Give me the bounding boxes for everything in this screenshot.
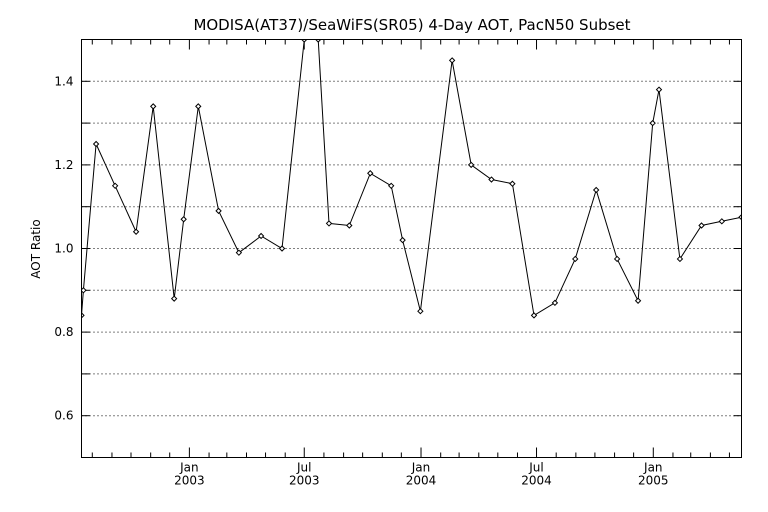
- data-point: [676, 255, 684, 263]
- data-point: [132, 228, 140, 235]
- x-tick-label-month: Jan: [411, 461, 431, 475]
- data-point: [718, 218, 726, 225]
- x-tick-label-month: Jan: [179, 461, 199, 475]
- series-line: [81, 39, 742, 317]
- x-tick-label-year: 2004: [406, 474, 437, 488]
- x-tick-label-year: 2004: [521, 474, 552, 488]
- data-point: [387, 182, 395, 190]
- data-point: [467, 161, 475, 169]
- data-point: [572, 255, 579, 263]
- data-point: [195, 103, 202, 110]
- y-tick-label: 1.0: [54, 242, 73, 256]
- y-tick-label: 1.4: [54, 74, 73, 88]
- data-point: [399, 236, 406, 244]
- data-point: [649, 119, 656, 127]
- y-tick-label: 0.6: [54, 409, 73, 423]
- x-tick-label-month: Jul: [296, 461, 311, 475]
- axis-ticks: 0.60.81.01.21.4Jan2003Jul2003Jan2004Jul2…: [54, 39, 742, 488]
- data-point: [170, 295, 178, 302]
- x-tick-label-year: 2003: [289, 474, 320, 488]
- data-point: [301, 39, 308, 43]
- chart-title: MODISA(AT37)/SeaWiFS(SR05) 4-Day AOT, Pa…: [193, 16, 630, 34]
- data-point: [738, 213, 742, 221]
- data-point: [367, 170, 374, 177]
- data-point: [235, 249, 243, 256]
- data-point: [215, 207, 222, 215]
- x-tick-label-year: 2003: [174, 474, 205, 488]
- data-point: [92, 140, 100, 148]
- x-tick-label-month: Jan: [643, 461, 663, 475]
- y-tick-label: 0.8: [54, 325, 73, 339]
- data-point: [111, 182, 119, 190]
- data-point: [592, 186, 600, 194]
- data-point: [530, 312, 538, 319]
- x-tick-label-month: Jul: [528, 461, 543, 475]
- data-point: [81, 312, 85, 319]
- data-series: [81, 39, 742, 319]
- data-point: [325, 220, 333, 227]
- data-point: [551, 299, 559, 307]
- plot-frame: [81, 39, 742, 458]
- data-point: [278, 245, 286, 252]
- data-point: [634, 297, 642, 304]
- y-tick-label: 1.2: [54, 158, 73, 172]
- data-point: [315, 39, 322, 43]
- data-point: [509, 180, 516, 187]
- data-point: [346, 222, 353, 229]
- data-point: [150, 103, 157, 110]
- data-point: [448, 57, 456, 64]
- data-point: [488, 176, 495, 183]
- data-point: [655, 86, 663, 93]
- x-tick-label-year: 2005: [638, 474, 669, 488]
- data-point: [257, 232, 265, 240]
- y-axis-label: AOT Ratio: [29, 219, 43, 278]
- data-point: [180, 216, 187, 223]
- data-point: [417, 307, 424, 315]
- data-point: [613, 255, 621, 263]
- data-point: [698, 222, 705, 229]
